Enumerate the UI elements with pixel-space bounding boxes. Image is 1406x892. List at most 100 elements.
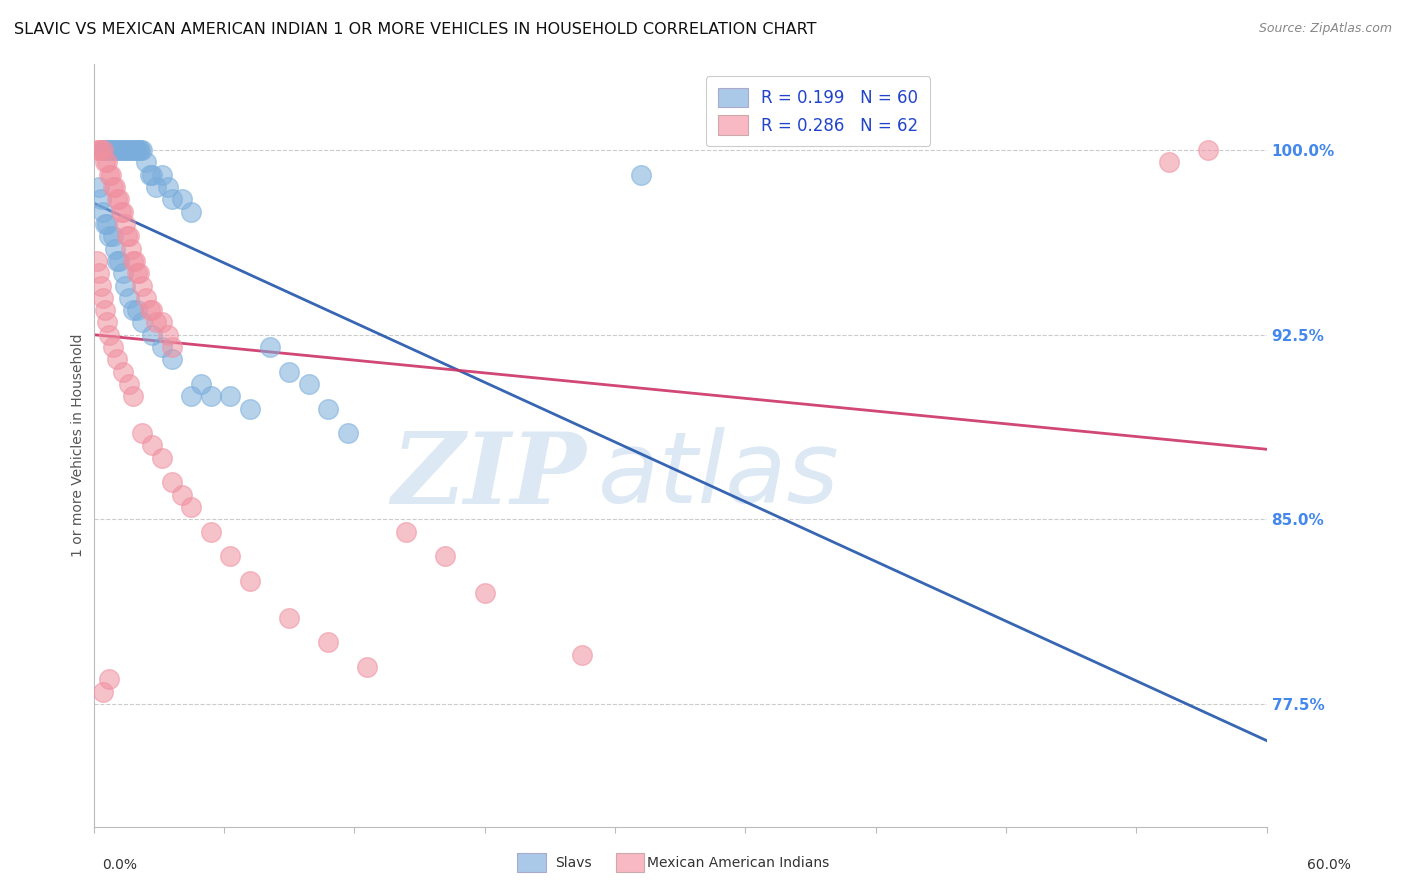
Point [96,315,118,329]
Point [150,315,173,329]
Point [316,401,339,416]
Point [104,242,127,256]
Point [96,155,118,169]
Point [93,684,115,698]
Point [180,204,202,219]
Point [474,586,496,600]
Point [150,450,173,465]
Point [111,204,134,219]
Point [101,180,124,194]
Point [86,143,108,157]
Point [110,143,132,157]
Point [101,340,124,354]
Point [156,327,179,342]
Point [135,291,157,305]
Point [121,253,143,268]
Text: SLAVIC VS MEXICAN AMERICAN INDIAN 1 OR MORE VEHICLES IN HOUSEHOLD CORRELATION CH: SLAVIC VS MEXICAN AMERICAN INDIAN 1 OR M… [14,22,817,37]
Point [89,143,111,157]
Point [131,143,153,157]
Point [141,327,163,342]
Point [129,143,152,157]
Point [110,204,132,219]
Point [135,155,157,169]
Point [94,217,117,231]
Point [139,303,162,318]
Point [98,327,121,342]
Point [395,524,418,539]
Point [131,426,153,441]
Point [121,389,143,403]
Point [120,242,142,256]
Point [239,401,262,416]
Point [1157,155,1180,169]
Point [115,143,138,157]
Point [118,291,141,305]
Point [170,488,193,502]
Text: Slavs: Slavs [555,855,592,870]
Point [105,143,128,157]
Point [90,278,112,293]
Point [630,168,652,182]
Text: ZIP: ZIP [391,427,586,524]
Point [96,217,118,231]
Point [150,340,173,354]
Point [160,193,183,207]
Point [259,340,281,354]
Point [190,376,212,391]
Text: 0.0%: 0.0% [103,858,136,872]
Point [93,291,115,305]
Point [93,143,115,157]
Point [141,303,163,318]
Point [141,438,163,452]
Point [125,266,148,280]
Point [115,229,138,244]
Point [278,365,301,379]
Point [131,278,153,293]
Point [131,315,153,329]
Point [356,660,378,674]
Point [118,376,141,391]
Point [278,610,301,624]
Point [239,574,262,588]
Point [90,193,112,207]
Point [89,180,111,194]
Point [160,475,183,490]
Point [101,229,124,244]
Point [150,168,173,182]
Point [114,143,136,157]
Text: atlas: atlas [598,427,839,524]
Point [108,193,131,207]
Point [98,168,121,182]
Point [111,266,134,280]
Point [124,143,146,157]
Point [1197,143,1219,157]
Point [120,143,142,157]
Point [121,303,143,318]
Point [156,180,179,194]
Text: Source: ZipAtlas.com: Source: ZipAtlas.com [1258,22,1392,36]
Point [121,143,143,157]
Legend: R = 0.199   N = 60, R = 0.286   N = 62: R = 0.199 N = 60, R = 0.286 N = 62 [706,76,929,146]
Point [98,143,121,157]
Point [219,389,242,403]
Point [141,168,163,182]
Point [160,340,183,354]
Point [118,229,141,244]
Y-axis label: 1 or more Vehicles in Household: 1 or more Vehicles in Household [72,334,86,558]
Point [90,143,112,157]
Point [86,253,108,268]
Point [114,278,136,293]
Point [111,143,134,157]
Point [160,352,183,367]
Point [93,143,115,157]
Point [200,524,222,539]
Point [170,193,193,207]
Point [316,635,339,649]
Point [180,500,202,514]
Point [105,253,128,268]
Point [98,672,121,686]
Point [105,193,128,207]
Point [105,352,128,367]
Point [104,180,127,194]
Point [298,376,321,391]
